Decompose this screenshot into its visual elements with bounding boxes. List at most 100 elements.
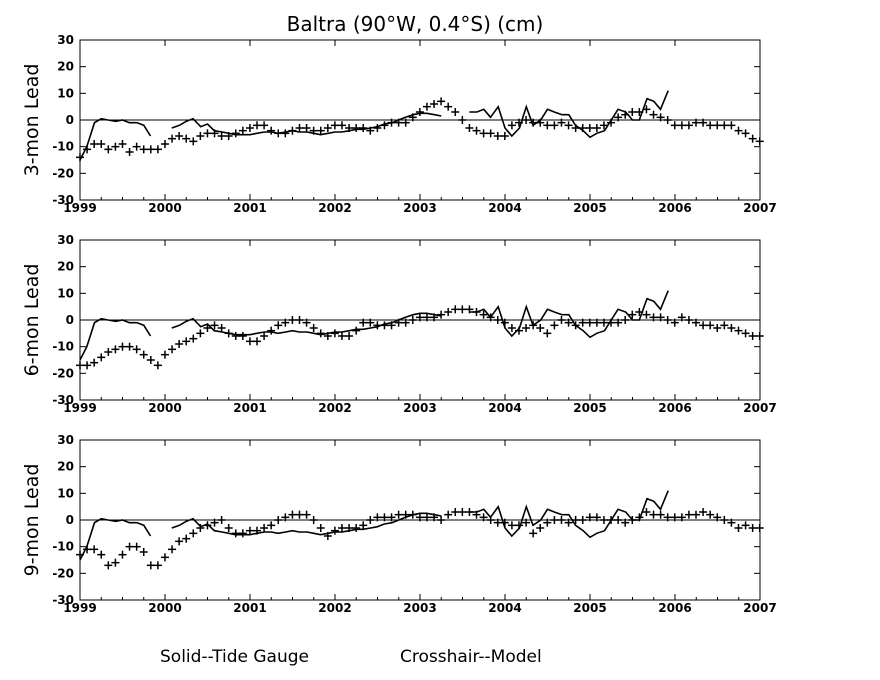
model-point xyxy=(621,518,630,527)
model-point xyxy=(734,126,743,135)
model-point xyxy=(592,318,601,327)
model-point xyxy=(337,524,346,532)
model-point xyxy=(160,140,169,148)
model-point xyxy=(146,561,155,570)
model-point xyxy=(642,105,651,114)
model-point xyxy=(670,513,679,522)
x-tick-label: 2004 xyxy=(488,201,521,215)
model-point xyxy=(90,545,99,554)
model-point xyxy=(352,326,361,335)
model-point xyxy=(267,126,276,135)
model-point xyxy=(514,326,523,335)
model-point xyxy=(274,516,283,524)
model-point xyxy=(500,318,509,327)
model-point xyxy=(345,332,354,340)
model-point xyxy=(153,361,162,370)
panel-ylabel: 6-mon Lead xyxy=(21,264,43,377)
model-point xyxy=(578,318,587,327)
y-tick-label: 10 xyxy=(57,286,74,300)
model-point xyxy=(302,510,311,519)
model-point xyxy=(472,510,481,519)
model-point xyxy=(614,113,623,122)
model-point xyxy=(500,132,509,140)
model-point xyxy=(437,97,446,106)
model-point xyxy=(500,518,509,527)
model-point xyxy=(628,516,637,524)
model-point xyxy=(189,334,198,343)
model-point xyxy=(323,532,332,540)
model-point xyxy=(437,516,446,524)
model-point xyxy=(642,310,651,319)
x-tick-label: 2000 xyxy=(148,201,181,215)
model-point xyxy=(394,318,403,327)
legend-tide-gauge: Solid--Tide Gauge xyxy=(160,647,309,667)
model-point xyxy=(465,305,474,314)
model-point xyxy=(465,124,474,132)
model-point xyxy=(755,137,764,146)
model-point xyxy=(699,321,708,330)
x-tick-label: 2001 xyxy=(233,201,266,215)
model-point xyxy=(323,124,332,132)
model-point xyxy=(692,118,701,127)
model-point xyxy=(238,529,247,538)
model-point xyxy=(231,529,240,538)
x-tick-label: 2007 xyxy=(743,201,776,215)
model-point xyxy=(139,145,148,154)
model-point xyxy=(522,324,531,332)
model-point xyxy=(316,126,325,135)
model-point xyxy=(373,321,382,330)
model-point xyxy=(387,118,396,127)
model-point xyxy=(111,142,120,151)
model-point xyxy=(316,329,325,338)
model-point xyxy=(677,313,686,322)
model-point xyxy=(295,510,304,519)
model-point xyxy=(295,316,304,324)
model-point xyxy=(111,345,120,354)
model-point xyxy=(359,521,368,530)
model-point xyxy=(564,518,573,527)
model-point xyxy=(83,145,92,154)
model-point xyxy=(337,121,346,130)
model-point xyxy=(727,324,736,332)
model-point xyxy=(422,313,431,322)
panel-ylabel: 3-mon Lead xyxy=(21,64,43,177)
model-point xyxy=(76,361,84,370)
y-tick-label: 10 xyxy=(57,86,74,100)
x-tick-label: 2003 xyxy=(403,601,436,615)
x-tick-label: 2005 xyxy=(573,201,606,215)
x-tick-label: 2000 xyxy=(148,401,181,415)
x-tick-label: 2004 xyxy=(488,601,521,615)
model-point xyxy=(168,345,177,354)
model-point xyxy=(408,113,417,122)
model-point xyxy=(330,526,339,535)
model-point xyxy=(422,102,431,111)
model-point xyxy=(649,110,658,119)
model-point xyxy=(394,118,403,127)
model-point xyxy=(373,513,382,522)
model-point xyxy=(507,324,516,332)
model-point xyxy=(479,513,488,522)
model-point xyxy=(430,100,439,108)
y-tick-label: -30 xyxy=(52,193,74,207)
model-point xyxy=(741,129,750,138)
model-point xyxy=(543,121,552,130)
model-point xyxy=(507,521,516,530)
model-point xyxy=(224,329,233,338)
model-point xyxy=(706,510,715,519)
model-point xyxy=(422,513,431,522)
model-point xyxy=(97,353,106,362)
model-point xyxy=(635,308,644,316)
model-point xyxy=(281,513,290,522)
model-point xyxy=(118,342,127,351)
model-point xyxy=(444,102,453,111)
model-point xyxy=(571,321,580,330)
model-point xyxy=(160,553,169,562)
model-point xyxy=(493,518,502,527)
model-point xyxy=(571,516,580,524)
model-point xyxy=(401,318,410,327)
model-point xyxy=(415,108,424,116)
model-point xyxy=(168,134,177,143)
y-tick-label: 30 xyxy=(57,33,74,47)
model-point xyxy=(522,518,531,527)
